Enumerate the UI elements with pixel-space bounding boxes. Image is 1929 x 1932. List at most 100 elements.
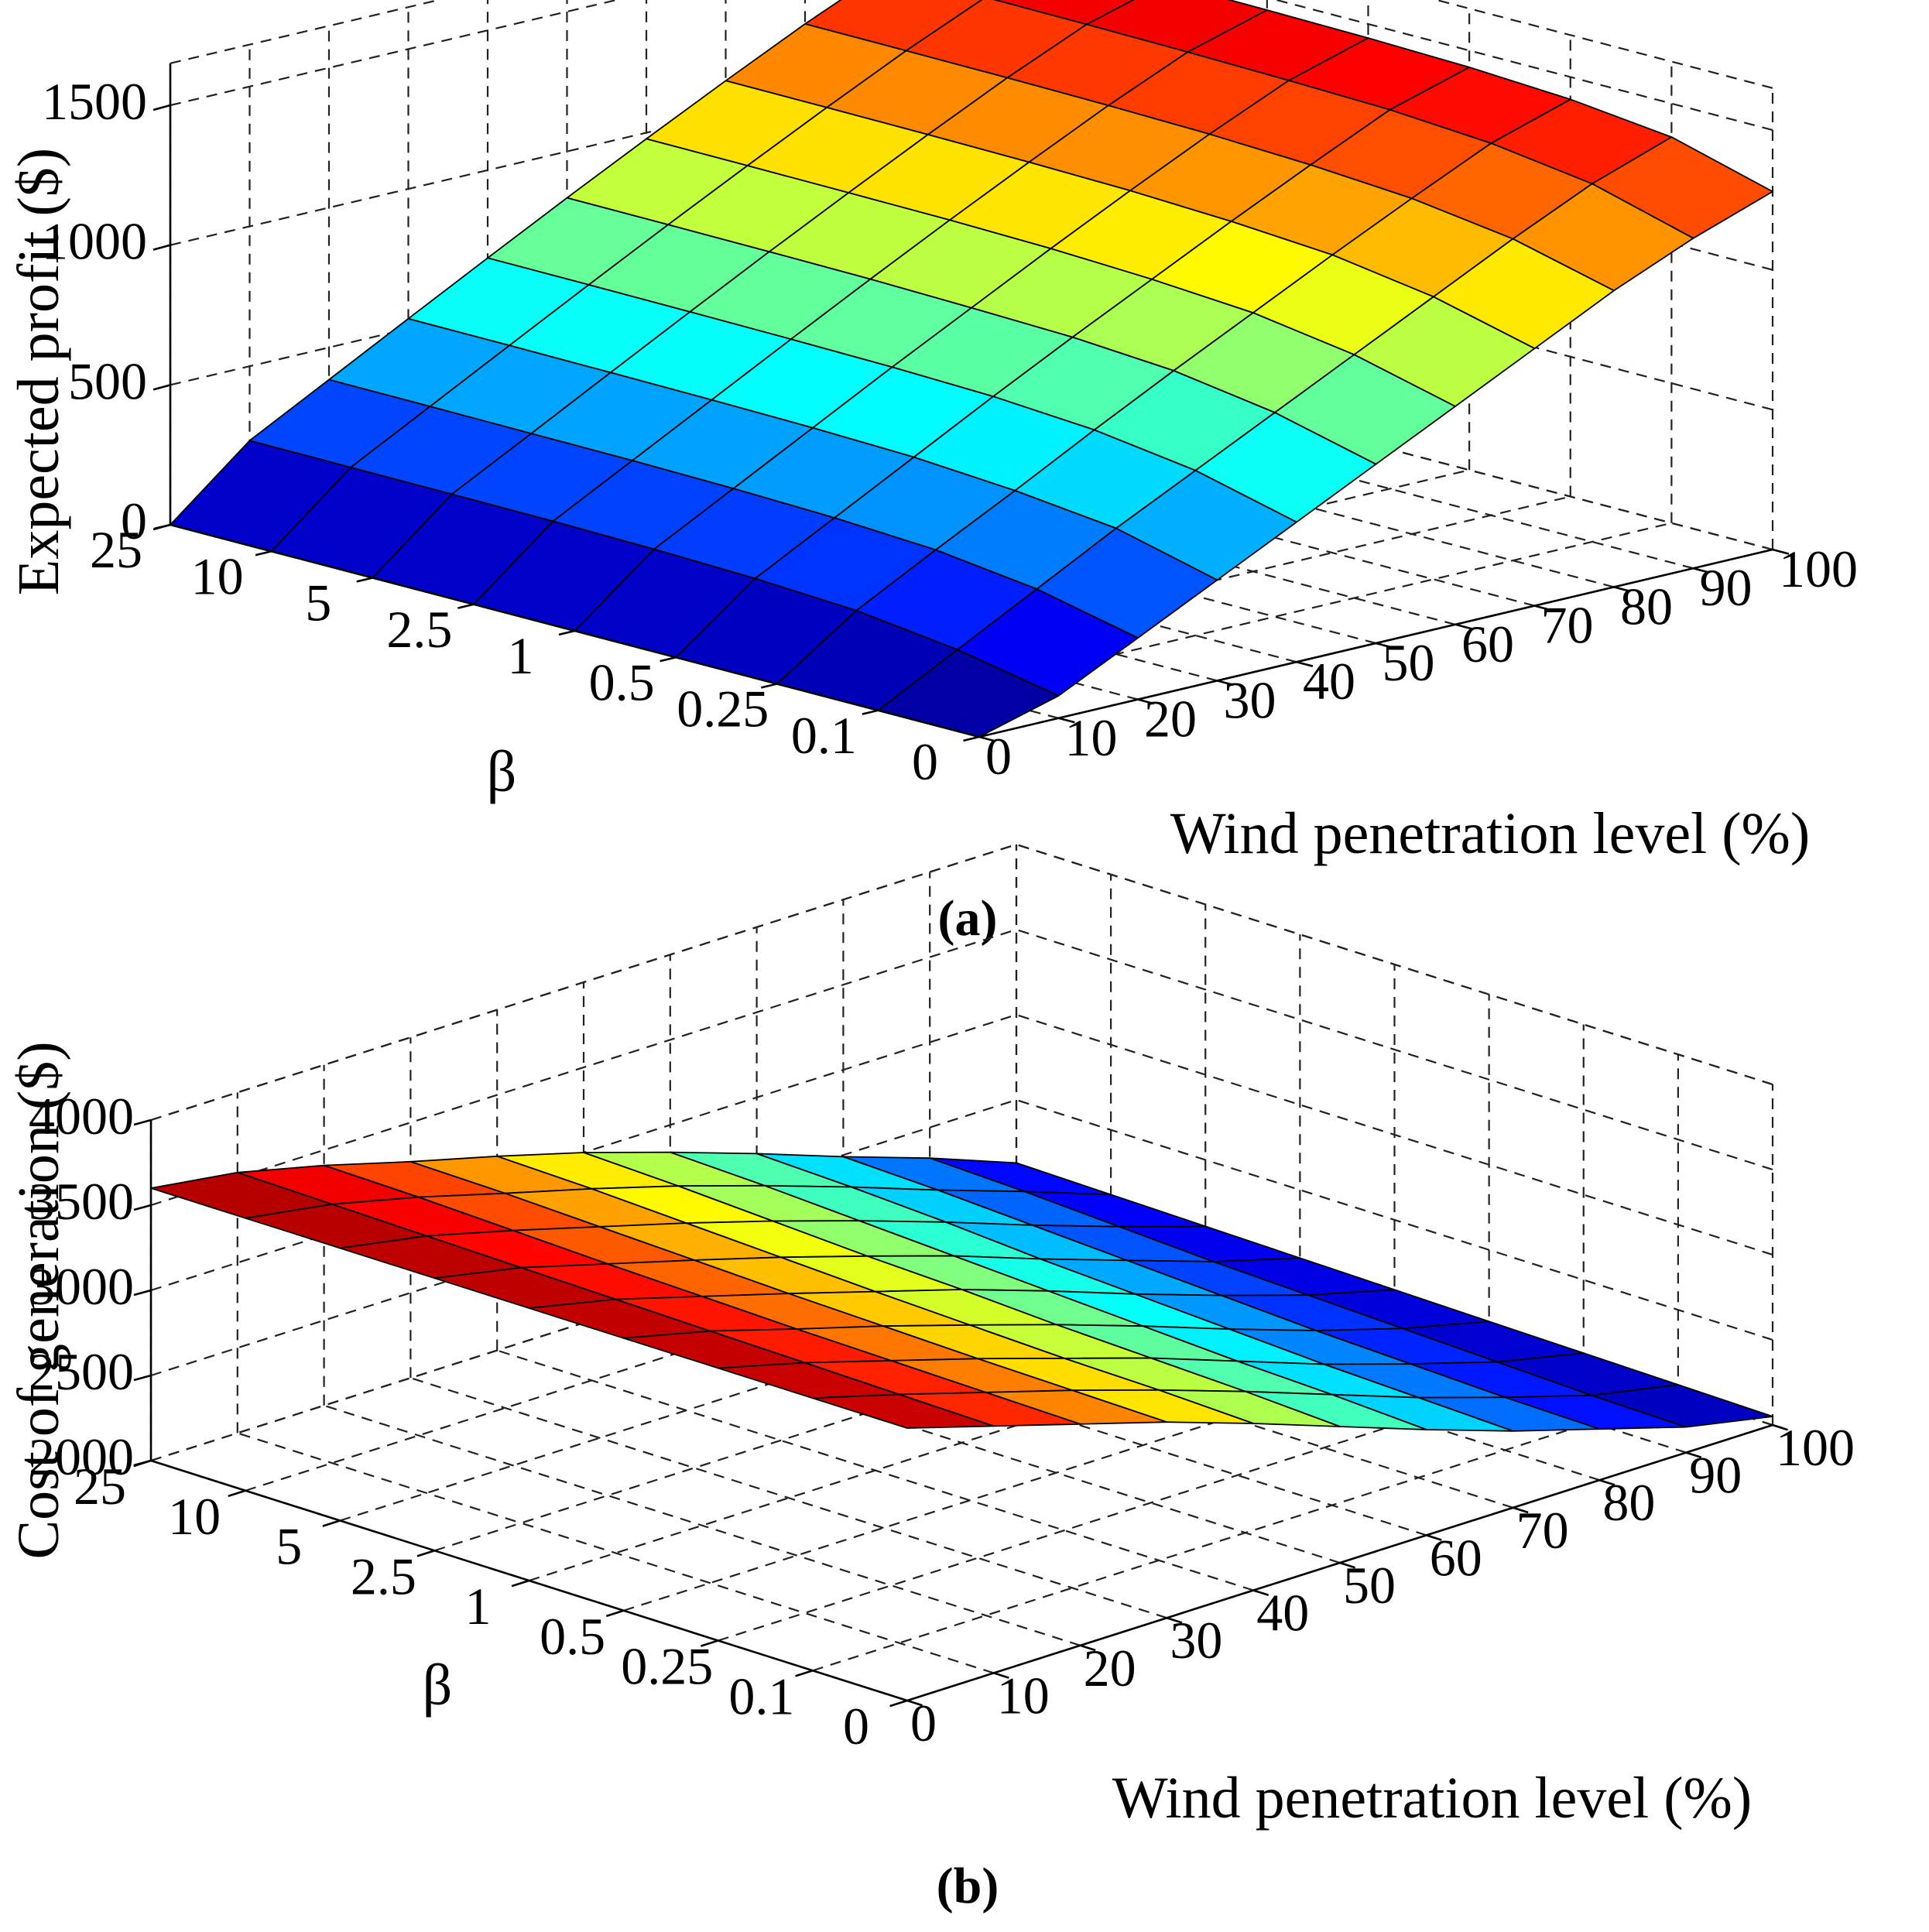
x-tick-label: 90 bbox=[1689, 1446, 1742, 1505]
panel-b-y-axis-label: β bbox=[423, 1653, 453, 1718]
y-tick-mark bbox=[700, 1639, 719, 1647]
x-tick-label: 10 bbox=[997, 1666, 1050, 1725]
panel-b-cost-of-generation-surface: 0 10 20 30 40 50 60 70 80 90 100 00.10.250.512.551… bbox=[6, 843, 1855, 1914]
x-tick-label: 0 bbox=[985, 727, 1012, 786]
floor-grid-line bbox=[812, 1394, 1679, 1672]
y-tick-mark bbox=[511, 1579, 529, 1588]
y-tick-mark bbox=[457, 603, 475, 609]
y-tick-label: 2.5 bbox=[351, 1547, 416, 1605]
x-tick-label: 50 bbox=[1343, 1556, 1396, 1615]
x-tick-mark bbox=[1376, 642, 1393, 649]
x-tick-mark bbox=[1080, 1644, 1096, 1652]
panel-b-z-axis-label: Cost of generation ($) bbox=[6, 1041, 71, 1559]
y-tick-label: 0 bbox=[843, 1697, 869, 1756]
side-wall-grid-line bbox=[1016, 1013, 1773, 1256]
z-tick-mark bbox=[152, 384, 171, 391]
z-tick-label: 2500 bbox=[29, 1342, 134, 1401]
x-tick-mark bbox=[1252, 1589, 1269, 1597]
x-tick-label: 20 bbox=[1084, 1639, 1136, 1697]
x-tick-mark bbox=[1534, 605, 1551, 611]
z-tick-label: 3000 bbox=[29, 1257, 134, 1316]
back-wall-grid-line bbox=[170, 0, 443, 64]
x-tick-mark bbox=[1217, 680, 1234, 687]
panel-a-x-axis-label: Wind penetration level (%) bbox=[1170, 801, 1810, 866]
back-wall-grid-line bbox=[150, 928, 1017, 1207]
panel-b-surface bbox=[150, 1151, 1773, 1432]
y-tick-mark bbox=[322, 1519, 341, 1527]
z-tick-label: 2000 bbox=[29, 1427, 134, 1486]
y-tick-mark bbox=[660, 656, 677, 663]
floor-grid-line bbox=[237, 1432, 995, 1674]
y-tick-label: 0 bbox=[912, 732, 938, 791]
x-tick-mark bbox=[1513, 1506, 1529, 1514]
z-tick-mark bbox=[152, 244, 171, 251]
y-tick-label: 1 bbox=[465, 1577, 492, 1636]
x-tick-label: 50 bbox=[1383, 633, 1435, 692]
y-tick-label: 10 bbox=[191, 546, 244, 605]
floor-grid-line bbox=[529, 1303, 1395, 1582]
panel-a-y-ticks: 0 0.1 0.25 0.5 1 2.5 5 10 25 bbox=[90, 520, 938, 791]
y-tick-label: 0.1 bbox=[728, 1667, 794, 1725]
surface-patch bbox=[812, 1393, 995, 1429]
y-tick-label: 5 bbox=[305, 574, 331, 632]
y-tick-label: 25 bbox=[90, 520, 142, 579]
x-tick-label: 40 bbox=[1256, 1584, 1309, 1643]
z-tick-mark bbox=[133, 1374, 152, 1382]
z-tick-mark bbox=[152, 523, 171, 531]
x-tick-mark bbox=[1693, 567, 1710, 574]
y-tick-label: 2.5 bbox=[386, 600, 452, 659]
panel-b-x-axis-label: Wind penetration level (%) bbox=[1112, 1766, 1752, 1831]
y-tick-mark bbox=[963, 735, 980, 742]
y-tick-label: 0.5 bbox=[540, 1607, 605, 1666]
x-tick-label: 40 bbox=[1303, 652, 1355, 711]
panel-b-caption: (b) bbox=[937, 1858, 999, 1914]
floor-grid-line bbox=[718, 1364, 1585, 1642]
y-tick-mark bbox=[889, 1699, 908, 1708]
panel-b-axes bbox=[133, 1118, 1788, 1708]
back-wall-grid-line bbox=[150, 843, 1017, 1122]
y-tick-mark bbox=[558, 629, 575, 636]
z-tick-mark bbox=[152, 104, 171, 111]
y-tick-mark bbox=[228, 1489, 246, 1498]
z-tick-label: 4000 bbox=[29, 1087, 134, 1146]
z-tick-mark bbox=[133, 1289, 152, 1297]
y-tick-label: 0.25 bbox=[677, 680, 769, 738]
floor-grid-line bbox=[623, 1334, 1489, 1612]
panel-a-axes bbox=[152, 63, 1790, 742]
x-tick-mark bbox=[1167, 1616, 1183, 1624]
x-tick-mark bbox=[1599, 1478, 1615, 1486]
z-tick-mark bbox=[133, 1204, 152, 1211]
y-tick-label: 0.1 bbox=[791, 706, 857, 765]
y-tick-label: 1 bbox=[508, 626, 534, 685]
y-tick-label: 0.5 bbox=[589, 653, 655, 711]
panel-a-x-ticks: 0 10 20 30 40 50 60 70 80 90 100 bbox=[985, 540, 1858, 786]
z-tick-label: 1000 bbox=[42, 212, 147, 271]
x-tick-label: 30 bbox=[1170, 1611, 1222, 1670]
side-wall-grid-line bbox=[1433, 0, 1773, 89]
side-wall-grid-line bbox=[1016, 1098, 1773, 1341]
panel-a-z-ticks: 0 500 1000 1500 bbox=[42, 72, 147, 550]
x-tick-label: 80 bbox=[1620, 577, 1673, 635]
x-tick-mark bbox=[1772, 548, 1790, 555]
y-tick-mark bbox=[862, 709, 879, 715]
x-tick-label: 80 bbox=[1602, 1473, 1655, 1532]
x-tick-label: 100 bbox=[1779, 540, 1858, 598]
x-tick-mark bbox=[978, 735, 996, 742]
back-wall-grid-line bbox=[170, 0, 620, 107]
y-tick-label: 10 bbox=[168, 1487, 221, 1546]
z-tick-label: 3500 bbox=[29, 1172, 134, 1231]
panel-b-x-ticks: 0 10 20 30 40 50 60 70 80 90 100 bbox=[910, 1418, 1855, 1752]
z-tick-label: 500 bbox=[68, 351, 147, 410]
panel-a-expected-profit-surface: 0 10 20 30 40 50 60 70 80 90 100 00.10.250.512.551… bbox=[6, 0, 1858, 947]
y-tick-mark bbox=[255, 550, 272, 557]
x-tick-label: 20 bbox=[1144, 690, 1197, 748]
x-tick-label: 90 bbox=[1700, 558, 1753, 617]
x-tick-label: 30 bbox=[1224, 670, 1276, 729]
x-tick-label: 70 bbox=[1516, 1501, 1569, 1560]
y-tick-mark bbox=[760, 683, 778, 689]
z-tick-label: 0 bbox=[121, 492, 147, 550]
x-tick-mark bbox=[1613, 586, 1631, 593]
x-tick-mark bbox=[1137, 698, 1155, 705]
panel-b-y-ticks: 0 0.1 0.25 0.5 1 2.5 5 10 25 bbox=[74, 1457, 869, 1756]
